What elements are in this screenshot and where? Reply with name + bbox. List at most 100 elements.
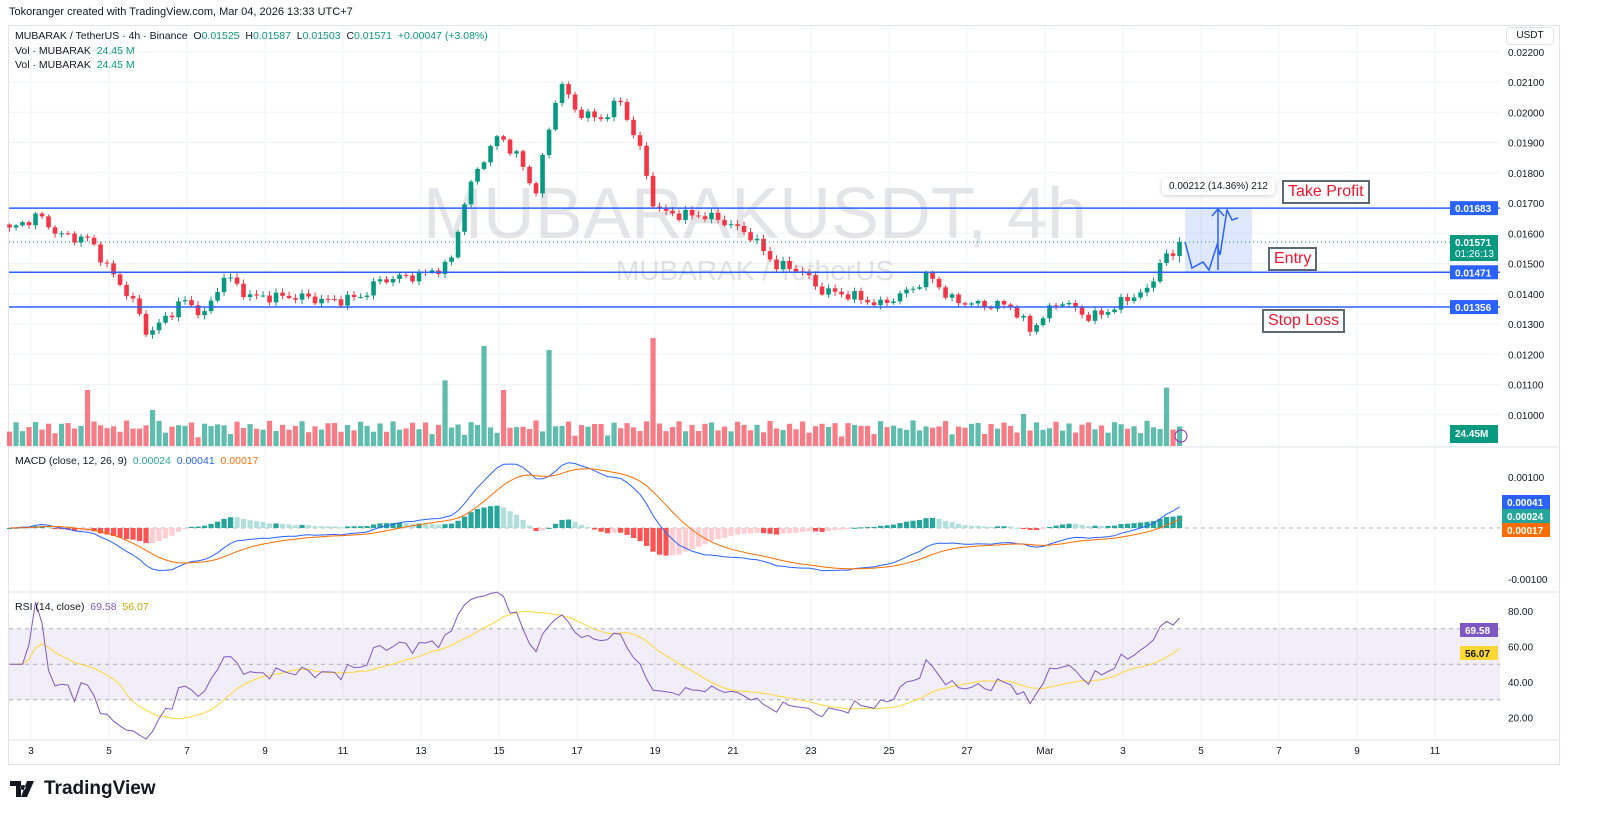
candle-body xyxy=(787,260,792,269)
macd-histogram-bar xyxy=(598,528,604,532)
currency-button[interactable]: USDT xyxy=(1506,27,1554,45)
candle-body xyxy=(559,84,565,103)
time-tick-label: 11 xyxy=(338,746,349,757)
take-profit-price-text: 0.01683 xyxy=(1455,204,1492,215)
time-axis: 3 5 7 9 11 13 15 17 19 21 23 25 27 Mar 3 5 7 9 11 xyxy=(28,746,1440,757)
candle-body xyxy=(494,136,500,147)
volume-legend-1[interactable]: Vol · MUBARAK 24.45 M xyxy=(15,45,135,57)
volume-bar xyxy=(286,429,292,446)
macd-histogram-bar xyxy=(695,528,702,547)
volume-bar xyxy=(806,432,812,446)
candle-body xyxy=(124,284,129,297)
macd-histogram-bar xyxy=(1085,526,1092,528)
volume-bar xyxy=(123,420,130,446)
macd-legend[interactable]: MACD (close, 12, 26, 9) 0.00024 0.00041 … xyxy=(15,455,258,467)
candle-body xyxy=(442,261,448,274)
macd-histogram-bar xyxy=(955,523,962,528)
candle-body xyxy=(709,212,714,220)
macd-histogram-bar xyxy=(416,523,422,528)
stop-loss-label[interactable]: Stop Loss xyxy=(1262,309,1346,333)
macd-histogram-bar xyxy=(286,524,292,528)
candle-body xyxy=(254,294,259,296)
macd-histogram-bar xyxy=(949,522,955,528)
macd-histogram-bar xyxy=(71,528,78,531)
volume-bar xyxy=(611,422,617,446)
take-profit-label[interactable]: Take Profit xyxy=(1282,180,1370,204)
entry-label[interactable]: Entry xyxy=(1268,247,1318,271)
lightning-icon xyxy=(1174,429,1188,443)
macd-histogram-bar xyxy=(572,521,578,528)
volume-bar xyxy=(513,427,520,446)
volume-bar xyxy=(864,425,871,446)
macd-histogram-bar xyxy=(786,528,793,534)
volume-bar xyxy=(97,425,104,446)
rsi-tick-label: 60.00 xyxy=(1508,643,1533,654)
candle-body xyxy=(130,296,136,299)
macd-hist-value: 0.00024 xyxy=(132,455,171,467)
candle-body xyxy=(169,315,175,318)
candle-body xyxy=(605,117,610,120)
tradingview-logo[interactable]: TradingView xyxy=(10,778,156,800)
macd-histogram-bar xyxy=(689,528,695,550)
macd-histogram-bar xyxy=(260,522,266,528)
rsi-legend[interactable]: RSI (14, close) 69.58 56.07 xyxy=(15,601,149,613)
macd-histogram-bar xyxy=(318,526,325,528)
volume-bar xyxy=(734,421,741,446)
macd-tick-label: -0.00100 xyxy=(1508,575,1548,586)
time-tick-label: 5 xyxy=(106,746,112,757)
candle-body xyxy=(624,102,630,120)
macd-histogram-bar xyxy=(494,505,500,528)
symbol-name[interactable]: MUBARAK / TetherUS · 4h · Binance xyxy=(15,30,188,42)
chart-frame xyxy=(8,25,1560,765)
price-tick-label: 0.01900 xyxy=(1508,139,1545,150)
rsi-tick-label: 20.00 xyxy=(1508,714,1533,725)
macd-histogram-bar xyxy=(715,528,721,540)
volume-bar xyxy=(1001,422,1007,446)
macd-histogram-bar xyxy=(403,522,409,528)
macd-tick-label: 0.00100 xyxy=(1508,473,1545,484)
macd-histogram-bar xyxy=(435,524,442,528)
candle-body xyxy=(1079,307,1085,315)
macd-histogram-bar xyxy=(611,528,617,533)
candle-body xyxy=(728,224,734,226)
macd-histogram-bar xyxy=(117,528,123,538)
candle-body xyxy=(741,225,747,233)
volume-bar xyxy=(377,423,383,446)
volume-bar xyxy=(598,423,604,446)
macd-histogram-bar xyxy=(676,528,682,555)
candle-body xyxy=(806,273,812,276)
candle-body xyxy=(975,300,981,304)
volume-bar xyxy=(32,422,39,446)
price-tick-label: 0.01200 xyxy=(1508,350,1545,361)
macd-histogram-bar xyxy=(858,527,864,529)
price-tick-label: 0.01300 xyxy=(1508,320,1545,331)
macd-histogram-bar xyxy=(1066,523,1072,528)
candle-body xyxy=(1027,315,1033,332)
candle-body xyxy=(1118,297,1124,310)
volume-bar xyxy=(292,425,299,446)
macd-histogram-bar xyxy=(539,528,546,531)
volume-legend-2[interactable]: Vol · MUBARAK 24.45 M xyxy=(15,59,135,71)
candle-body xyxy=(338,299,344,306)
candle-body xyxy=(1164,253,1169,264)
candle-body xyxy=(943,287,948,298)
volume-bar xyxy=(942,421,949,446)
candle-body xyxy=(1047,305,1052,319)
volume-bar xyxy=(344,425,351,446)
macd-pane xyxy=(6,462,1500,572)
candle-body xyxy=(683,209,688,220)
candle-body xyxy=(143,313,149,335)
volume-bar xyxy=(1020,414,1027,446)
candle-body xyxy=(969,303,974,305)
candle-body xyxy=(865,299,870,303)
volume-bar xyxy=(825,427,832,446)
candle-body xyxy=(774,259,779,270)
macd-histogram-bar xyxy=(1163,516,1170,528)
macd-histogram-bar xyxy=(702,528,708,545)
volume-bar xyxy=(13,422,19,446)
macd-histogram-bar xyxy=(331,526,338,528)
candle-body xyxy=(384,279,389,283)
rsi-tick-label: 80.00 xyxy=(1508,607,1533,618)
macd-histogram-bar xyxy=(1046,527,1053,529)
